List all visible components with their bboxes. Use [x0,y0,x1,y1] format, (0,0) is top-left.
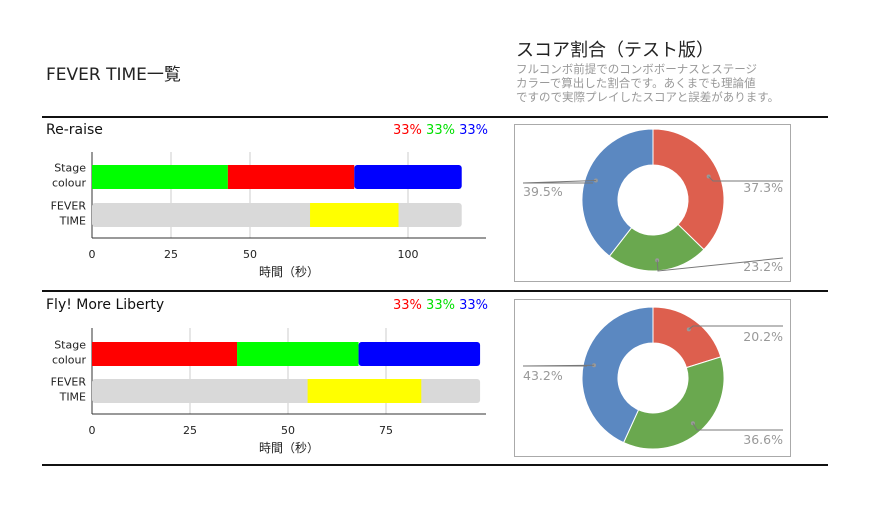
ratio-note-line: フルコンボ前提でのコンボボーナスとステージ [516,62,758,76]
divider [42,464,828,466]
score-percentages: 33% 33% 33% [393,298,488,313]
divider [42,116,828,118]
category-label: colour [52,354,87,367]
pct-red: 33% [393,123,422,138]
page-title: FEVER TIME一覧 [46,65,181,85]
fever-time-bar [310,203,399,227]
divider [42,290,828,292]
stage-segment-green [237,342,359,366]
category-label: TIME [59,215,86,228]
leader-line [688,325,783,330]
leader-line [708,176,783,182]
tick-label: 50 [243,248,257,261]
pie-slice [652,306,722,369]
pct-green: 33% [426,298,455,313]
pie-chart-box: 37.3% 23.2% 39.5% [514,124,791,282]
fever-time-bar [307,379,422,403]
stage-segment-blue [358,342,481,366]
stage-segment-green [92,165,228,189]
tick-label: 100 [398,248,419,261]
song-name: Fly! More Liberty [46,297,165,313]
category-label: FEVER [51,376,87,389]
pct-red: 33% [393,298,422,313]
pct-blue: 33% [459,298,488,313]
pie-slice [652,128,725,251]
stage-segment-red [227,165,355,189]
leader-line [692,423,783,431]
category-label: FEVER [51,200,87,213]
leader-line [656,257,784,272]
pie-chart-box: 20.2% 36.6% 43.2% [514,299,791,457]
x-axis-label: 時間（秒） [259,265,319,279]
stage-segment-red [92,342,238,366]
fever-track [92,379,481,403]
tick-label: 50 [281,424,295,437]
stage-segment-blue [354,165,462,189]
pie-chart: 37.3% 23.2% 39.5% [522,128,784,274]
pie-chart: 20.2% 36.6% 43.2% [522,306,783,450]
pie-label: 37.3% [743,180,783,195]
pie-label: 23.2% [743,259,783,274]
pie-slice [581,128,654,257]
x-axis-label: 時間（秒） [259,441,319,455]
tick-label: 0 [89,424,96,437]
leader-line [522,179,596,184]
song-name: Re-raise [46,122,103,138]
category-label: colour [52,177,87,190]
category-label: Stage [54,162,86,175]
pct-blue: 33% [459,123,488,138]
score-percentages: 33% 33% 33% [393,123,488,138]
pie-label: 20.2% [743,329,783,344]
pct-green: 33% [426,123,455,138]
tick-label: 25 [164,248,178,261]
ratio-note-line: ですので実際プレイしたスコアと誤差があります。 [516,90,780,104]
pie-slice [581,306,654,444]
pie-label: 39.5% [523,184,563,199]
pie-slice [622,356,725,450]
tick-label: 0 [89,248,96,261]
tick-label: 75 [379,424,393,437]
pie-label: 43.2% [523,368,563,383]
tick-label: 25 [183,424,197,437]
category-label: TIME [59,391,86,404]
pie-label: 36.6% [743,432,783,447]
category-label: Stage [54,339,86,352]
ratio-title: スコア割合（テスト版） [516,40,714,61]
ratio-note-line: カラーで算出した割合です。あくまでも理論値 [516,76,756,90]
ratio-note: フルコンボ前提でのコンボボーナスとステージ カラーで算出した割合です。あくまでも… [516,62,836,104]
leader-line [522,364,595,367]
